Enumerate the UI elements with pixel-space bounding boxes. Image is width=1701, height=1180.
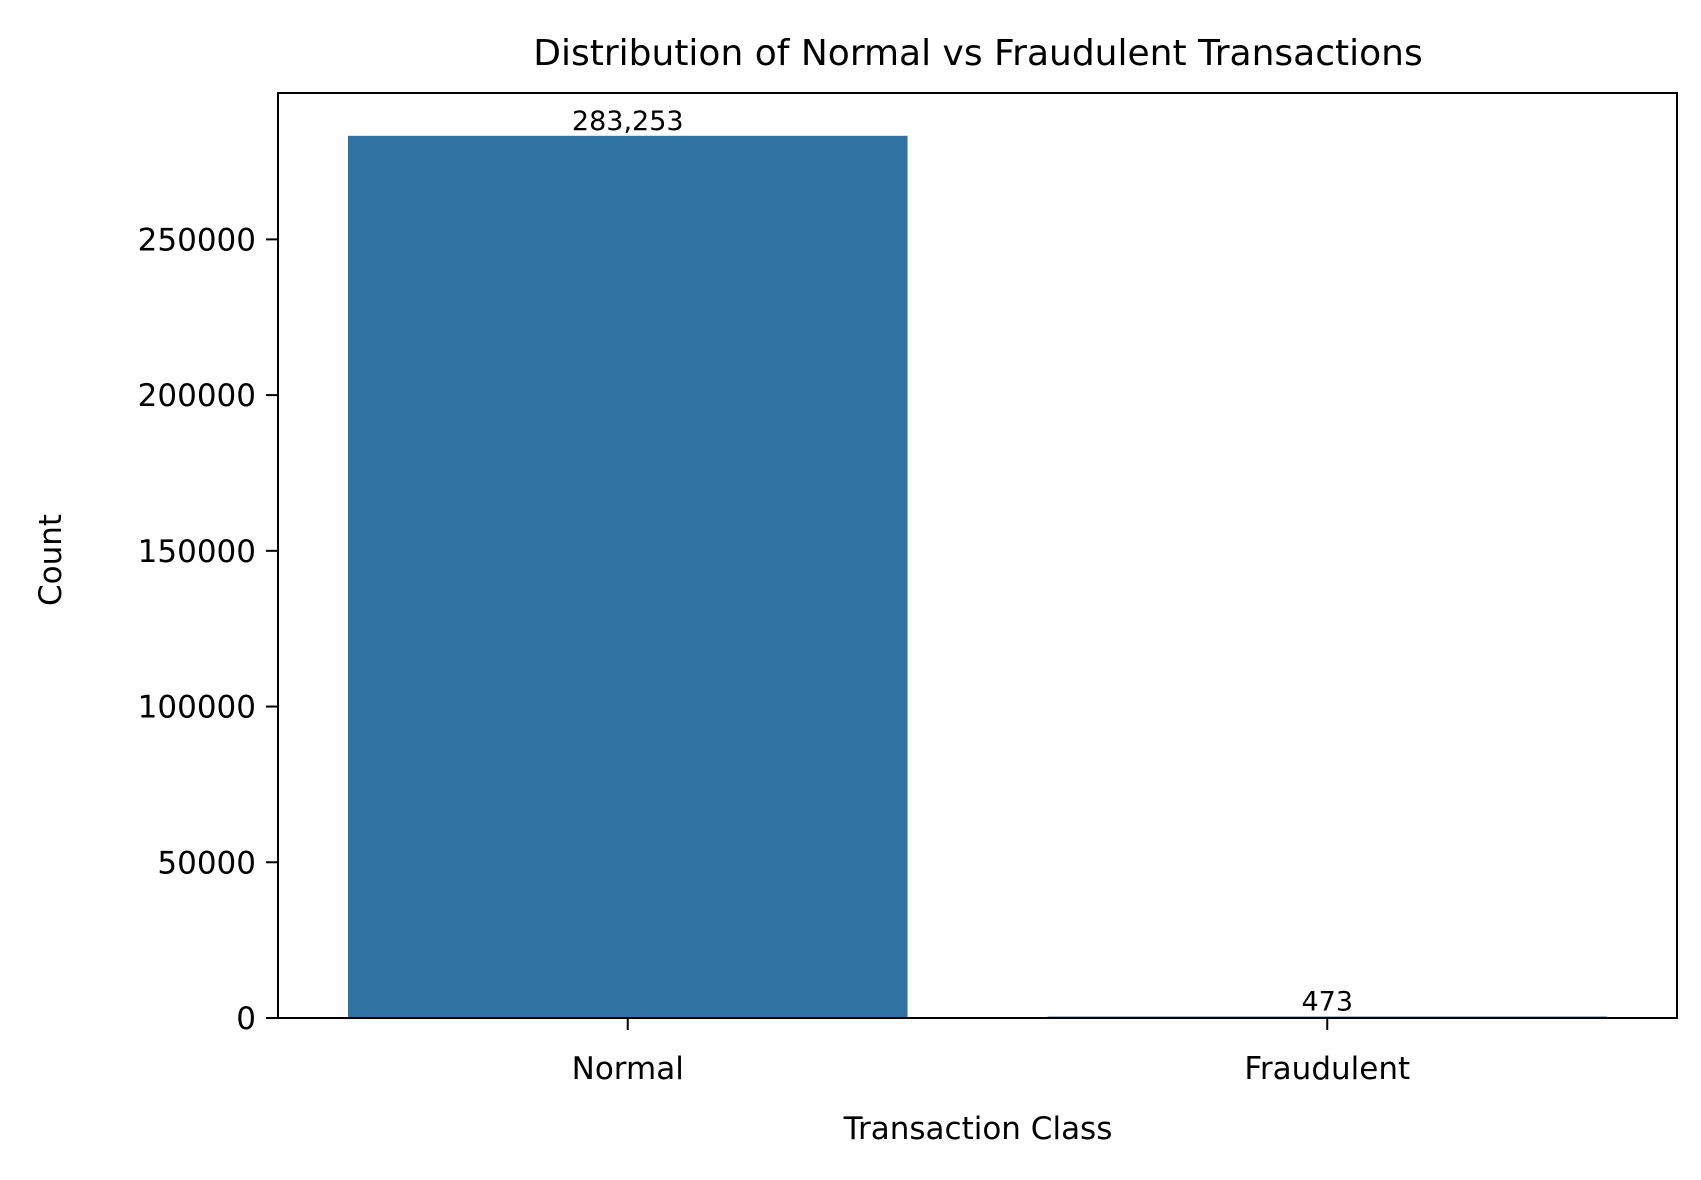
y-tick-label: 200000: [138, 378, 256, 414]
data-label-normal: 283,253: [572, 106, 684, 137]
y-axis-label: Count: [33, 514, 69, 606]
plot-area: 283,253 Normal 473 Fraudulent 0 50000 100000 15…: [138, 92, 1678, 1087]
bar-normal: [347, 135, 908, 1019]
y-tick-label: 0: [236, 1001, 256, 1037]
y-tick-label: 50000: [157, 845, 256, 881]
x-tick-label-normal: Normal: [572, 1051, 684, 1087]
y-tick-label: 250000: [138, 222, 256, 258]
x-axis-label: Transaction Class: [843, 1111, 1113, 1147]
data-label-fraudulent: 473: [1301, 987, 1353, 1018]
y-tick-label: 100000: [138, 690, 256, 726]
y-tick-label: 150000: [138, 534, 256, 570]
plot-frame: [277, 92, 1678, 1019]
x-tick-label-fraudulent: Fraudulent: [1244, 1051, 1410, 1087]
chart-title: Distribution of Normal vs Fraudulent Tra…: [533, 33, 1422, 74]
